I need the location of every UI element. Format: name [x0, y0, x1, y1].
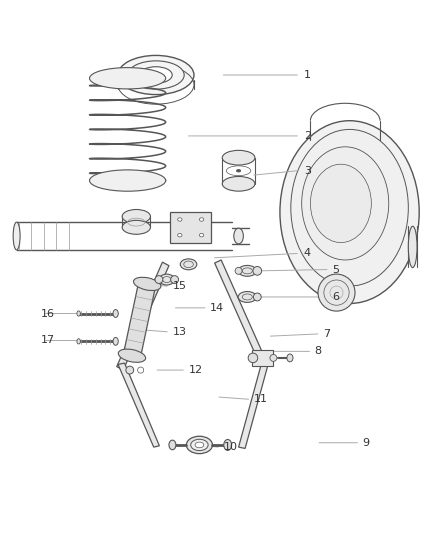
- Text: 1: 1: [304, 70, 311, 80]
- Text: 10: 10: [223, 442, 237, 452]
- Ellipse shape: [237, 169, 241, 172]
- Text: 6: 6: [332, 292, 339, 302]
- Ellipse shape: [169, 440, 176, 450]
- Ellipse shape: [171, 276, 179, 284]
- Ellipse shape: [291, 130, 408, 286]
- Ellipse shape: [199, 233, 204, 237]
- Ellipse shape: [77, 311, 81, 316]
- Text: 5: 5: [332, 264, 339, 274]
- Ellipse shape: [253, 266, 261, 275]
- Ellipse shape: [311, 164, 371, 243]
- Ellipse shape: [408, 226, 417, 268]
- Ellipse shape: [126, 366, 134, 374]
- Ellipse shape: [224, 440, 232, 450]
- Ellipse shape: [191, 439, 208, 450]
- Polygon shape: [215, 260, 268, 367]
- Text: 8: 8: [315, 346, 322, 357]
- Ellipse shape: [222, 176, 255, 191]
- Ellipse shape: [113, 337, 118, 345]
- Text: 17: 17: [41, 335, 55, 345]
- Ellipse shape: [122, 209, 150, 223]
- Bar: [170, 212, 212, 243]
- Ellipse shape: [178, 233, 182, 237]
- Text: 4: 4: [304, 248, 311, 259]
- Ellipse shape: [118, 349, 146, 362]
- Ellipse shape: [199, 218, 204, 221]
- Text: 12: 12: [188, 365, 203, 375]
- Text: 15: 15: [173, 281, 187, 291]
- Ellipse shape: [302, 147, 389, 260]
- Polygon shape: [124, 282, 155, 358]
- Text: 3: 3: [304, 166, 311, 176]
- Polygon shape: [118, 363, 159, 447]
- Ellipse shape: [122, 220, 150, 235]
- Ellipse shape: [178, 218, 182, 221]
- Ellipse shape: [287, 354, 293, 362]
- Ellipse shape: [238, 292, 256, 302]
- Ellipse shape: [180, 259, 197, 270]
- Ellipse shape: [270, 354, 277, 361]
- Text: 16: 16: [41, 309, 55, 319]
- Ellipse shape: [318, 274, 355, 311]
- Ellipse shape: [77, 339, 81, 344]
- Text: 9: 9: [363, 438, 370, 448]
- Ellipse shape: [13, 222, 20, 250]
- Ellipse shape: [238, 265, 256, 276]
- Ellipse shape: [140, 67, 172, 83]
- Ellipse shape: [253, 293, 261, 301]
- Ellipse shape: [159, 274, 174, 285]
- Ellipse shape: [248, 353, 258, 362]
- Ellipse shape: [113, 310, 118, 318]
- Polygon shape: [117, 262, 169, 370]
- Bar: [252, 350, 273, 366]
- Text: 2: 2: [304, 131, 311, 141]
- Polygon shape: [239, 365, 268, 448]
- Ellipse shape: [155, 276, 163, 284]
- Ellipse shape: [234, 228, 244, 244]
- Ellipse shape: [89, 68, 166, 89]
- Ellipse shape: [89, 170, 166, 191]
- Ellipse shape: [186, 436, 212, 454]
- Ellipse shape: [195, 442, 204, 448]
- Text: 7: 7: [323, 329, 331, 339]
- Ellipse shape: [235, 268, 242, 274]
- Text: 14: 14: [210, 303, 224, 313]
- Ellipse shape: [127, 61, 184, 89]
- Ellipse shape: [118, 55, 194, 94]
- Text: 11: 11: [254, 394, 268, 404]
- Text: 13: 13: [173, 327, 187, 337]
- Ellipse shape: [134, 277, 161, 290]
- Ellipse shape: [222, 150, 255, 165]
- Ellipse shape: [280, 120, 419, 303]
